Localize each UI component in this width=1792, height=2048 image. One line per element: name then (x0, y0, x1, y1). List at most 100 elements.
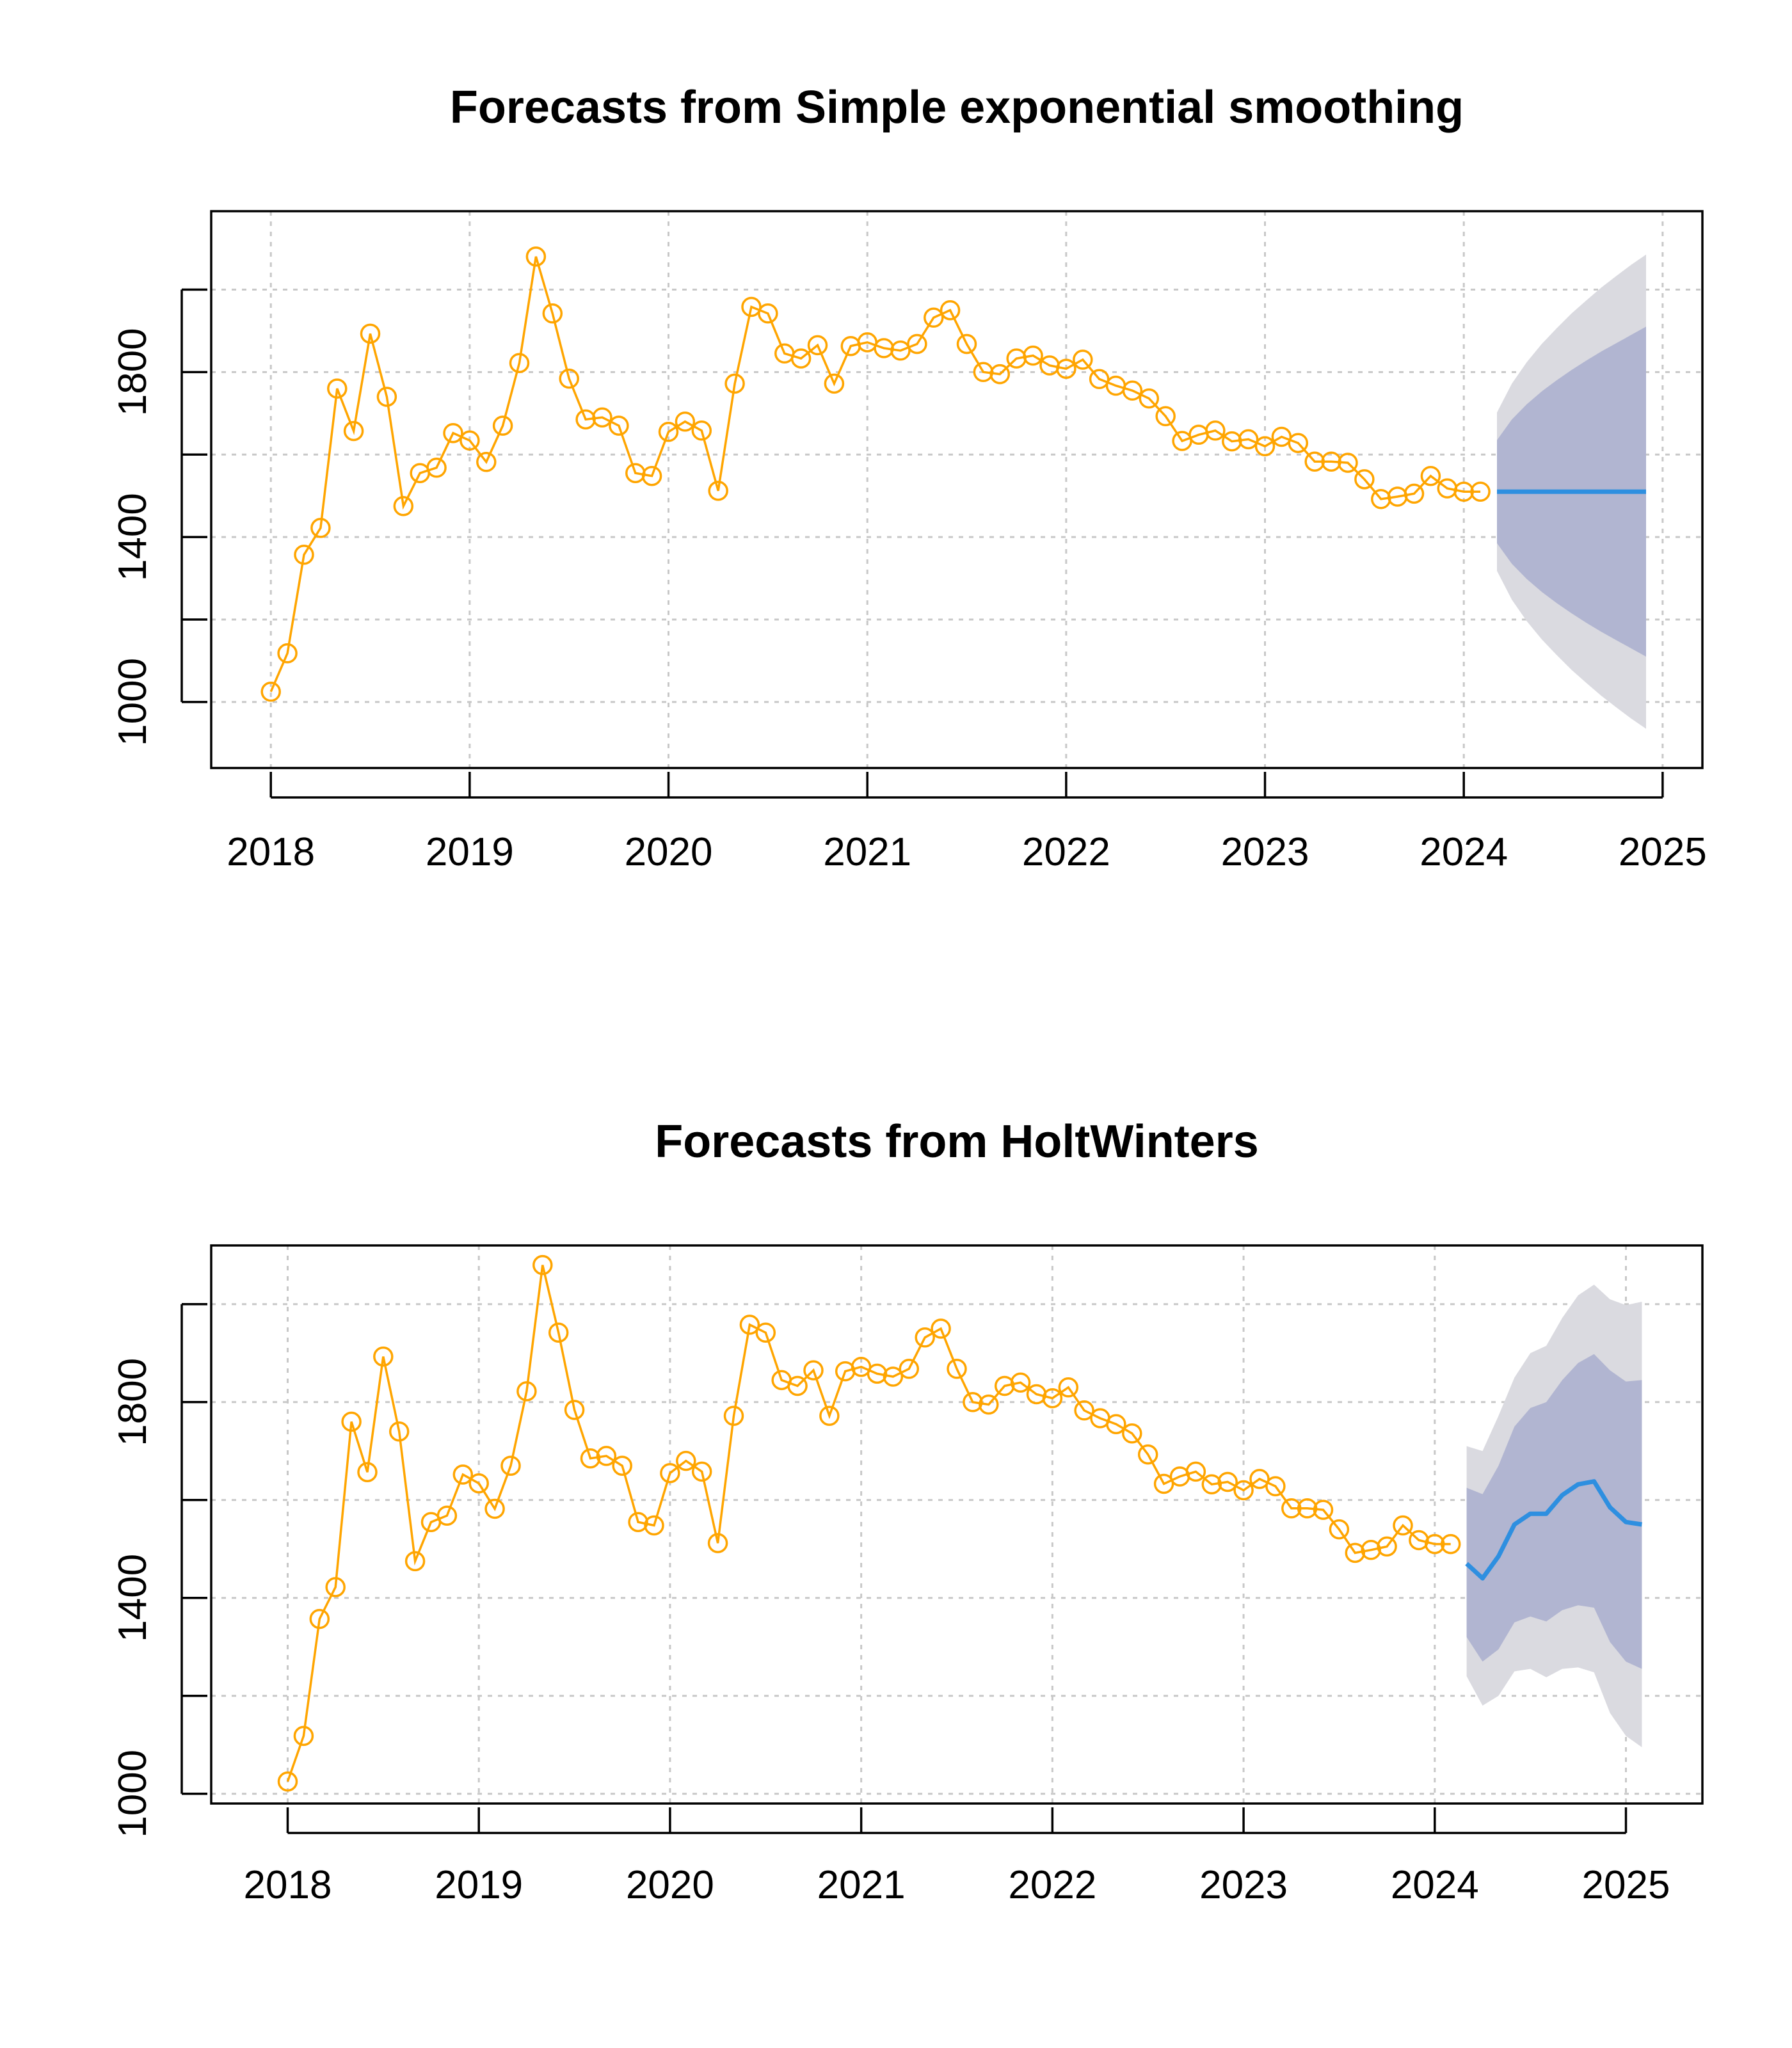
observed-point (708, 481, 728, 501)
chart-title: Forecasts from HoltWinters (655, 1116, 1259, 1167)
observed-point (1217, 1471, 1238, 1492)
observed-point (509, 353, 530, 373)
observed-point (310, 518, 331, 538)
observed-point (1139, 388, 1160, 409)
observed-point (277, 643, 298, 664)
observed-point (899, 1359, 920, 1379)
observed-point (1106, 1414, 1126, 1434)
observed-point (542, 303, 563, 324)
observed-point (1185, 1461, 1206, 1482)
observed-point (388, 1421, 410, 1442)
observed-point (260, 682, 281, 702)
observed-point (956, 333, 977, 355)
observed-point (1354, 469, 1375, 490)
observed-point (755, 1322, 776, 1343)
observed-point (460, 430, 480, 451)
prediction-interval-80-band (1466, 1354, 1642, 1669)
observed-point (373, 1346, 394, 1367)
observed-point (1122, 380, 1143, 401)
observed-point (1453, 481, 1474, 502)
observed-point (803, 1360, 824, 1380)
observed-point (807, 335, 828, 356)
x-tick-label: 2022 (1022, 830, 1110, 874)
y-tick-label: 1000 (111, 1750, 155, 1838)
observed-point (867, 1363, 888, 1384)
y-tick-label: 1800 (111, 328, 155, 416)
observed-point (883, 1366, 904, 1387)
observed-point (940, 300, 961, 321)
forecast-mean-line (1465, 1479, 1642, 1581)
observed-point (691, 420, 712, 441)
observed-point (1265, 1476, 1286, 1497)
observed-point (325, 1577, 346, 1597)
observed-point (1058, 1377, 1079, 1398)
observed-point (787, 1375, 808, 1396)
observed-point (468, 1473, 489, 1494)
observed-point (1404, 483, 1425, 504)
observed-point (758, 303, 778, 324)
observed-point (1321, 451, 1341, 472)
x-tick-label: 2023 (1221, 830, 1309, 874)
observed-point (907, 333, 927, 355)
observed-point (1345, 1542, 1366, 1564)
observed-point (1222, 431, 1242, 452)
x-tick-label: 2025 (1619, 830, 1707, 874)
holtwinters-forecast-panel: Forecasts from HoltWinters 2018 2019 2020 2… (111, 1116, 1704, 1907)
observed-point (1249, 1469, 1270, 1489)
x-tick-label: 2024 (1391, 1863, 1479, 1907)
observed-point (327, 378, 348, 399)
y-tick-label: 1800 (111, 1358, 155, 1446)
observed-point (277, 1771, 298, 1792)
y-tick-label: 1400 (111, 1554, 155, 1642)
observed-point (592, 407, 612, 428)
plot-frame (210, 210, 1704, 769)
observed-point (1153, 1473, 1174, 1494)
observed-point (452, 1464, 474, 1485)
observed-point (343, 420, 364, 442)
observed-point (989, 364, 1011, 385)
observed-point (443, 422, 463, 444)
observed-point (644, 1515, 664, 1536)
observed-point (309, 1608, 330, 1629)
chart-title: Forecasts from Simple exponential smooth… (450, 82, 1464, 133)
x-tick-label: 2021 (817, 1863, 906, 1907)
observed-point (1056, 358, 1076, 379)
observed-point (1155, 406, 1176, 427)
observed-point (1470, 481, 1491, 502)
observed-point (341, 1411, 362, 1432)
x-tick-label: 2020 (626, 1863, 714, 1907)
observed-point (404, 1551, 426, 1572)
observed-point (915, 1327, 935, 1348)
observed-point (924, 307, 944, 328)
observed-point (824, 373, 845, 394)
observed-point (1338, 452, 1358, 473)
observed-point (293, 1725, 314, 1747)
observed-point (500, 1455, 521, 1476)
observed-point (1281, 1498, 1302, 1519)
observed-point (484, 1498, 505, 1519)
observed-point (516, 1381, 537, 1402)
observed-point (658, 422, 679, 442)
x-tick-label: 2022 (1008, 1863, 1096, 1907)
observed-point (393, 496, 414, 516)
observed-point (1201, 1474, 1222, 1495)
observed-point (580, 1448, 601, 1469)
x-tick-label: 2020 (625, 830, 713, 874)
observed-point (676, 1450, 696, 1471)
observed-point (525, 246, 547, 267)
observed-point (1297, 1498, 1318, 1519)
observed-point (476, 452, 497, 472)
observed-point (1073, 349, 1093, 370)
observed-point (994, 1375, 1015, 1396)
observed-point (1440, 1533, 1461, 1555)
y-tick-label: 1400 (111, 493, 155, 581)
x-tick-label: 2021 (823, 830, 911, 874)
observed-series-line (286, 1265, 1451, 1782)
observed-point (723, 1405, 744, 1426)
observed-point (1329, 1519, 1350, 1540)
observed-point (675, 411, 696, 432)
observed-point (564, 1400, 585, 1420)
x-tick-label: 2019 (435, 1863, 523, 1907)
observed-point (724, 373, 745, 394)
